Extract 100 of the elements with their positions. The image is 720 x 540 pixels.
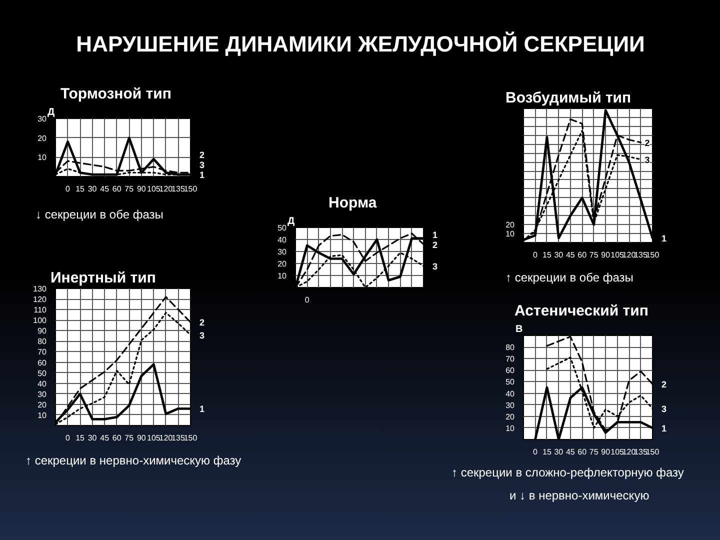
- x-tick-label: 0: [66, 434, 71, 442]
- x-tick-label: 75: [589, 250, 599, 260]
- y-tick-label: 50: [506, 378, 516, 387]
- chart-title: Норма: [328, 194, 378, 212]
- y-tick-label: 70: [506, 354, 516, 364]
- x-tick-label: 105: [610, 250, 625, 260]
- y-tick-label: 20: [278, 260, 288, 268]
- y-tick-label: 20: [38, 134, 48, 143]
- y-tick-label: 110: [34, 306, 48, 315]
- series-label: 2: [200, 318, 205, 328]
- y-tick-label: 30: [506, 400, 516, 410]
- x-tick-label: 30: [554, 448, 564, 456]
- x-tick-label: 150: [646, 250, 660, 260]
- x-tick-label: 45: [100, 184, 110, 194]
- y-tick-label: 60: [506, 366, 516, 376]
- series-label: 2: [432, 240, 438, 250]
- x-tick-label: 45: [566, 448, 576, 456]
- x-tick-label: 75: [124, 434, 134, 442]
- y-axis-title: Д: [48, 107, 55, 118]
- x-tick-label: 15: [542, 448, 552, 456]
- series-label: 3: [644, 154, 650, 165]
- x-tick-label: 60: [112, 434, 122, 442]
- text: ↓ секреции в обе фазы: [36, 208, 164, 222]
- text: ↑ секреции в обе фазы: [506, 270, 634, 284]
- chart-title: Тормозной тип: [60, 86, 172, 102]
- x-tick-label: 135: [172, 434, 186, 442]
- text: ↑ секреции в нервно-химическую фазу: [26, 454, 242, 468]
- y-tick-label: 90: [38, 326, 48, 336]
- chart-title: Астенический тип: [514, 302, 648, 320]
- y-tick-label: 100: [33, 316, 48, 326]
- series-label: 1: [662, 234, 667, 244]
- x-tick-label: 135: [172, 184, 186, 194]
- x-tick-label: 135: [634, 448, 648, 456]
- x-tick-label: 90: [136, 184, 146, 194]
- series-label: 1: [662, 423, 667, 434]
- y-tick-label: 130: [33, 284, 48, 294]
- y-tick-label: 10: [38, 410, 48, 420]
- x-tick-label: 60: [578, 448, 588, 456]
- text: и ↓ в нервно-химическую: [510, 488, 650, 502]
- x-tick-label: 90: [136, 434, 146, 442]
- series-label: 3: [200, 160, 205, 170]
- x-tick-label: 105: [147, 434, 161, 442]
- x-tick-label: 0: [533, 448, 538, 456]
- y-tick-label: 60: [38, 358, 48, 368]
- x-tick-label: 150: [184, 434, 198, 442]
- y-tick-label: 40: [38, 379, 48, 388]
- series-label: 2: [662, 380, 667, 390]
- x-tick-label: 75: [589, 448, 599, 456]
- x-tick-label: 15: [76, 434, 86, 442]
- x-tick-label: 45: [100, 434, 110, 442]
- x-tick-label: 60: [578, 250, 588, 260]
- x-tick-label: 75: [124, 184, 134, 194]
- y-axis-title: Д: [288, 216, 295, 227]
- y-tick-label: 80: [506, 343, 516, 352]
- y-tick-label: 10: [506, 230, 516, 239]
- series-label: 2: [644, 138, 650, 148]
- x-tick-label: 150: [646, 448, 660, 456]
- y-tick-label: 50: [38, 368, 48, 378]
- x-tick-label: 135: [634, 250, 648, 260]
- x-tick-label: 120: [622, 448, 636, 456]
- y-axis-title: В: [516, 324, 523, 335]
- y-tick-label: 20: [506, 412, 516, 422]
- x-tick-label: 105: [610, 448, 625, 456]
- y-tick-label: 30: [38, 114, 48, 124]
- y-tick-label: 10: [278, 272, 288, 280]
- series-label: 3: [432, 261, 438, 272]
- y-tick-label: 40: [278, 236, 288, 244]
- y-tick-label: 40: [506, 389, 516, 398]
- y-tick-label: 30: [38, 390, 48, 399]
- text: ↑ секреции в сложно-рефлекторную фазу: [452, 466, 684, 480]
- y-tick-label: 120: [33, 295, 48, 304]
- x-tick-label: 90: [601, 250, 611, 260]
- x-tick-label: 60: [112, 184, 122, 194]
- x-tick-label: 30: [554, 250, 564, 260]
- x-tick-label: 0: [304, 296, 310, 304]
- series-label: 3: [200, 330, 205, 340]
- y-tick-label: 10: [38, 153, 48, 162]
- x-tick-label: 30: [88, 184, 98, 194]
- chart-title: Возбудимый тип: [506, 90, 632, 106]
- y-tick-label: 50: [278, 224, 288, 232]
- y-tick-label: 20: [38, 400, 48, 410]
- x-tick-label: 90: [601, 448, 611, 456]
- series-label: 2: [200, 150, 205, 160]
- x-tick-label: 120: [622, 250, 636, 260]
- chart-title: Инертный тип: [50, 270, 156, 286]
- x-tick-label: 30: [88, 434, 98, 442]
- x-tick-label: 15: [76, 184, 86, 194]
- series-label: 3: [662, 404, 667, 414]
- x-tick-label: 45: [566, 250, 576, 260]
- y-tick-label: 20: [506, 220, 516, 230]
- x-tick-label: 105: [147, 184, 161, 194]
- x-tick-label: 150: [184, 184, 198, 194]
- x-tick-label: 120: [159, 434, 174, 442]
- x-tick-label: 0: [533, 250, 538, 260]
- x-tick-label: 15: [542, 250, 552, 260]
- y-tick-label: 70: [38, 348, 48, 357]
- series-label: 1: [200, 404, 205, 414]
- series-label: 1: [432, 230, 438, 240]
- text: НАРУШЕНИЕ ДИНАМИКИ ЖЕЛУДОЧНОЙ СЕКРЕЦИИ: [76, 32, 645, 57]
- series-label: 1: [200, 170, 205, 180]
